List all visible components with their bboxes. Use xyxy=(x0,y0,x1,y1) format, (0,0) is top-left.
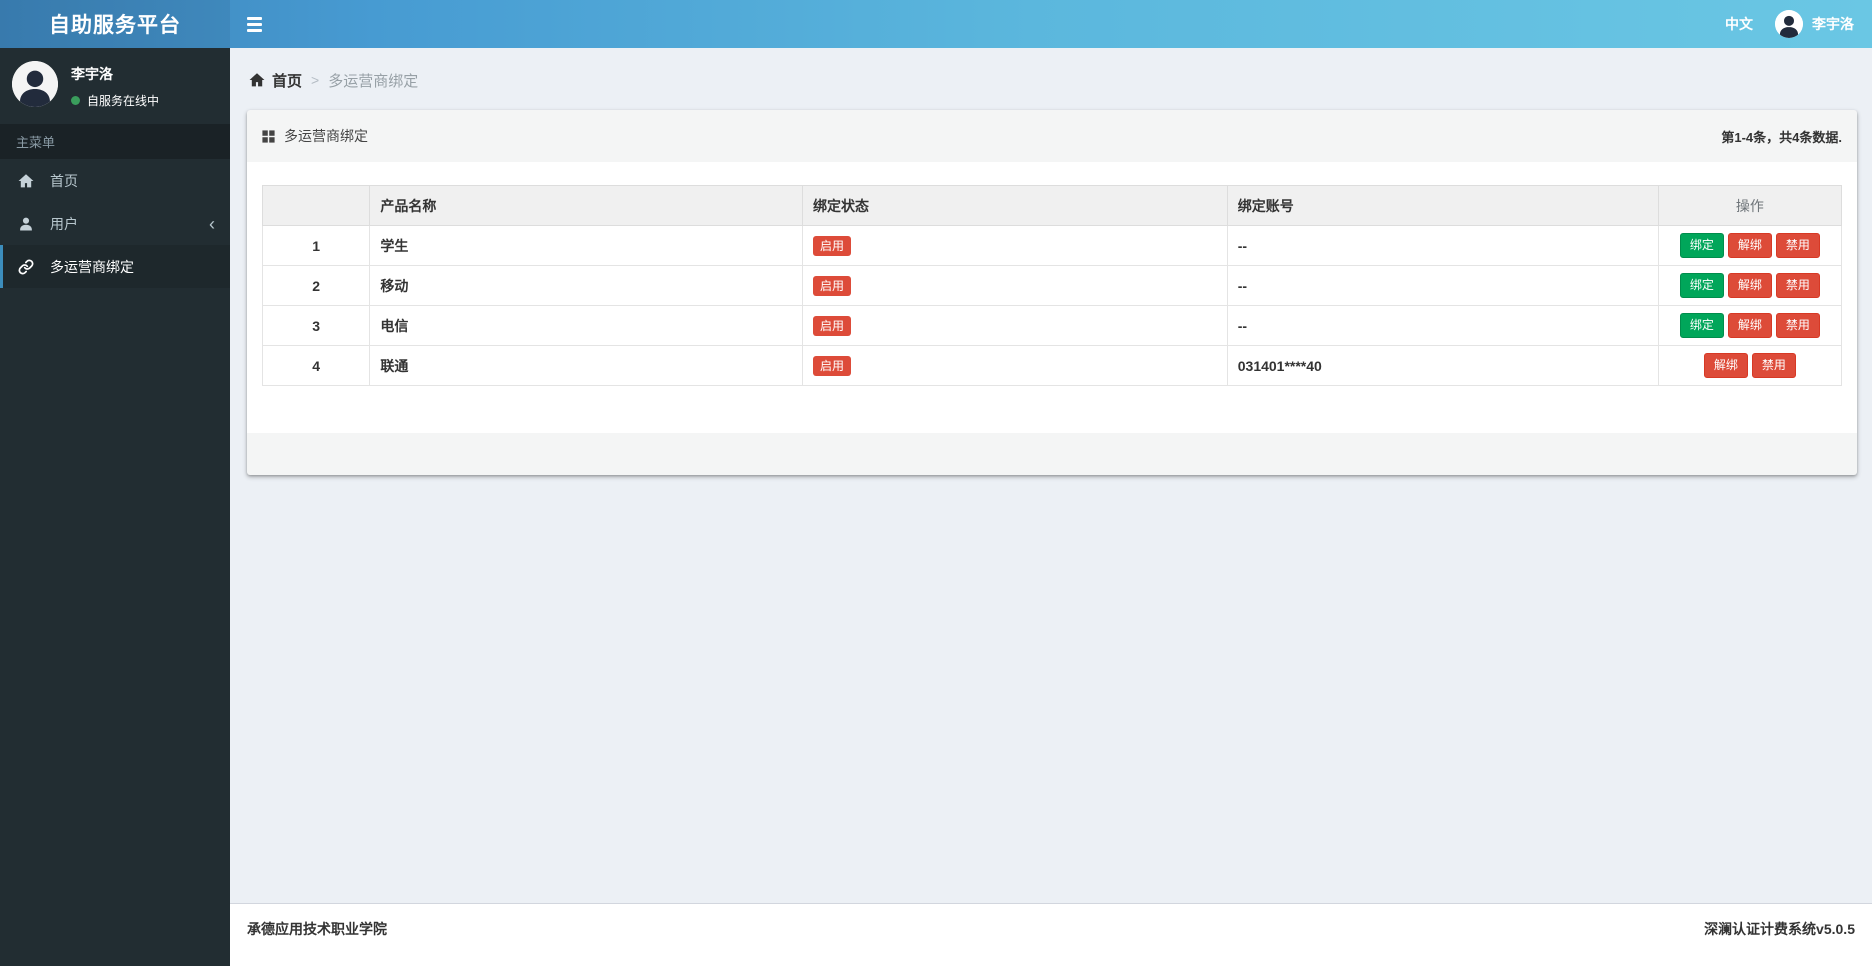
avatar xyxy=(1775,10,1803,38)
panel-title: 多运营商绑定 xyxy=(284,128,368,144)
footer-version: 深澜认证计费系统v5.0.5 xyxy=(1704,921,1855,937)
bind-button[interactable]: 绑定 xyxy=(1679,273,1724,298)
product-name-cell: 学生 xyxy=(369,225,803,266)
row-index-cell: 2 xyxy=(261,265,371,306)
row-index-cell: 3 xyxy=(261,305,371,346)
table-header-cell xyxy=(261,185,371,226)
sidebar-menu-header: 主菜单 xyxy=(0,124,230,159)
binding-account-cell: -- xyxy=(1226,225,1659,266)
table-row: 4 联通 启用 031401****40 解绑 禁用 xyxy=(261,345,1843,386)
page-footer: 承德应用技术职业学院 深澜认证计费系统v5.0.5 xyxy=(230,903,1872,966)
sidebar-item-label: 多运营商绑定 xyxy=(50,258,134,275)
disable-button[interactable]: 禁用 xyxy=(1775,273,1820,298)
table-row: 3 电信 启用 -- 绑定 解绑 禁用 xyxy=(261,305,1843,346)
actions-cell: 绑定 解绑 禁用 xyxy=(1657,265,1843,306)
hamburger-icon xyxy=(247,28,262,32)
breadcrumb: 首页 > 多运营商绑定 xyxy=(247,62,1857,96)
breadcrumb-home-label: 首页 xyxy=(272,72,303,90)
binding-status-cell: 启用 xyxy=(802,265,1228,306)
panel-title-group: 多运营商绑定 xyxy=(262,126,368,146)
actions-cell: 解绑 禁用 xyxy=(1657,345,1843,386)
disable-button[interactable]: 禁用 xyxy=(1775,313,1820,338)
binding-account-cell: 031401****40 xyxy=(1226,345,1659,386)
binding-status-cell: 启用 xyxy=(802,305,1228,346)
sidebar-user-panel: 李宇洛 自服务在线中 xyxy=(0,48,230,124)
avatar xyxy=(12,61,58,107)
hamburger-icon xyxy=(247,16,262,20)
sidebar-item-multi-operator-binding[interactable]: 多运营商绑定 xyxy=(0,245,230,288)
row-index-cell: 1 xyxy=(261,225,371,266)
disable-button[interactable]: 禁用 xyxy=(1775,233,1820,258)
sidebar-item-label: 用户 xyxy=(50,215,78,232)
language-menu[interactable]: 中文 xyxy=(1725,16,1753,32)
actions-cell: 绑定 解绑 禁用 xyxy=(1657,225,1843,266)
user-icon xyxy=(18,216,40,232)
product-name-cell: 电信 xyxy=(369,305,803,346)
table-row: 2 移动 启用 -- 绑定 解绑 禁用 xyxy=(261,265,1843,306)
home-icon xyxy=(249,73,265,87)
navbar: 中文 李宇洛 xyxy=(230,0,1872,48)
user-status[interactable]: 自服务在线中 xyxy=(71,92,159,109)
disable-button[interactable]: 禁用 xyxy=(1751,353,1796,378)
binding-account-cell: -- xyxy=(1226,305,1659,346)
table-header-cell: 绑定状态 xyxy=(802,185,1228,226)
sidebar-item-home[interactable]: 首页 xyxy=(0,159,230,202)
top-header: 自助服务平台 中文 李宇洛 xyxy=(0,0,1872,48)
product-name-cell: 移动 xyxy=(369,265,803,306)
unbind-button[interactable]: 解绑 xyxy=(1703,353,1748,378)
app-title: 自助服务平台 xyxy=(49,14,181,37)
bind-button[interactable]: 绑定 xyxy=(1679,233,1724,258)
sidebar-username: 李宇洛 xyxy=(71,66,113,82)
table-header-cell: 绑定账号 xyxy=(1226,185,1659,226)
binding-status-cell: 启用 xyxy=(802,345,1228,386)
breadcrumb-separator: > xyxy=(311,72,320,88)
content-area: 首页 > 多运营商绑定 多运营商绑定 第1-4条，共4条数据. 产品名称 绑定状态… xyxy=(230,48,1872,903)
panel-body: 产品名称 绑定状态 绑定账号 操作 1 学生 启用 -- 绑定 解绑 禁用 2 移动 启用 -- 绑定 解绑禁… xyxy=(247,162,1857,433)
status-badge: 启用 xyxy=(813,235,852,256)
chevron-left-icon: ‹ xyxy=(209,213,215,234)
table-row: 1 学生 启用 -- 绑定 解绑 禁用 xyxy=(261,225,1843,266)
unbind-button[interactable]: 解绑 xyxy=(1727,313,1772,338)
binding-status-cell: 启用 xyxy=(802,225,1228,266)
sidebar: 李宇洛 自服务在线中 主菜单 首页 用户 ‹ 多运营商绑定 xyxy=(0,48,230,966)
breadcrumb-current: 多运营商绑定 xyxy=(328,72,419,90)
table-header-cell: 操作 xyxy=(1657,185,1843,226)
app-logo[interactable]: 自助服务平台 xyxy=(0,0,230,48)
bind-button[interactable]: 绑定 xyxy=(1679,313,1724,338)
actions-cell: 绑定 解绑 禁用 xyxy=(1657,305,1843,346)
home-icon xyxy=(18,173,40,189)
status-badge: 启用 xyxy=(813,355,852,376)
table-header-row: 产品名称 绑定状态 绑定账号 操作 xyxy=(261,185,1843,226)
user-menu[interactable]: 李宇洛 xyxy=(1775,10,1854,38)
link-icon xyxy=(18,259,40,275)
status-badge: 启用 xyxy=(813,275,852,296)
row-index-cell: 4 xyxy=(261,345,371,386)
navbar-right: 中文 李宇洛 xyxy=(1725,10,1872,38)
unbind-button[interactable]: 解绑 xyxy=(1727,233,1772,258)
binding-table: 产品名称 绑定状态 绑定账号 操作 1 学生 启用 -- 绑定 解绑 禁用 2 移动 启用 -- 绑定 解绑禁… xyxy=(261,185,1843,386)
sidebar-toggle-button[interactable] xyxy=(230,0,279,48)
product-name-cell: 联通 xyxy=(369,345,803,386)
pagination-summary: 第1-4条，共4条数据. xyxy=(1721,129,1842,145)
user-status-label: 自服务在线中 xyxy=(87,94,160,108)
status-badge: 启用 xyxy=(813,315,852,336)
binding-panel: 多运营商绑定 第1-4条，共4条数据. 产品名称 绑定状态 绑定账号 操作 1 学生 启用… xyxy=(247,110,1857,475)
navbar-username: 李宇洛 xyxy=(1812,16,1854,32)
sidebar-item-label: 首页 xyxy=(50,172,78,189)
online-status-icon xyxy=(71,96,80,105)
grid-icon xyxy=(262,129,275,143)
table-header-cell: 产品名称 xyxy=(369,185,803,226)
sidebar-item-users[interactable]: 用户 ‹ xyxy=(0,202,230,245)
breadcrumb-home-link[interactable]: 首页 xyxy=(249,70,302,91)
hamburger-icon xyxy=(247,22,262,26)
table-body: 1 学生 启用 -- 绑定 解绑 禁用 2 移动 启用 -- 绑定 解绑 禁用 3 电信 启用 -- 绑定 解绑 禁用 4… xyxy=(261,225,1843,386)
unbind-button[interactable]: 解绑 xyxy=(1727,273,1772,298)
panel-header: 多运营商绑定 第1-4条，共4条数据. xyxy=(247,110,1857,162)
binding-account-cell: -- xyxy=(1226,265,1659,306)
footer-organization: 承德应用技术职业学院 xyxy=(247,921,387,937)
